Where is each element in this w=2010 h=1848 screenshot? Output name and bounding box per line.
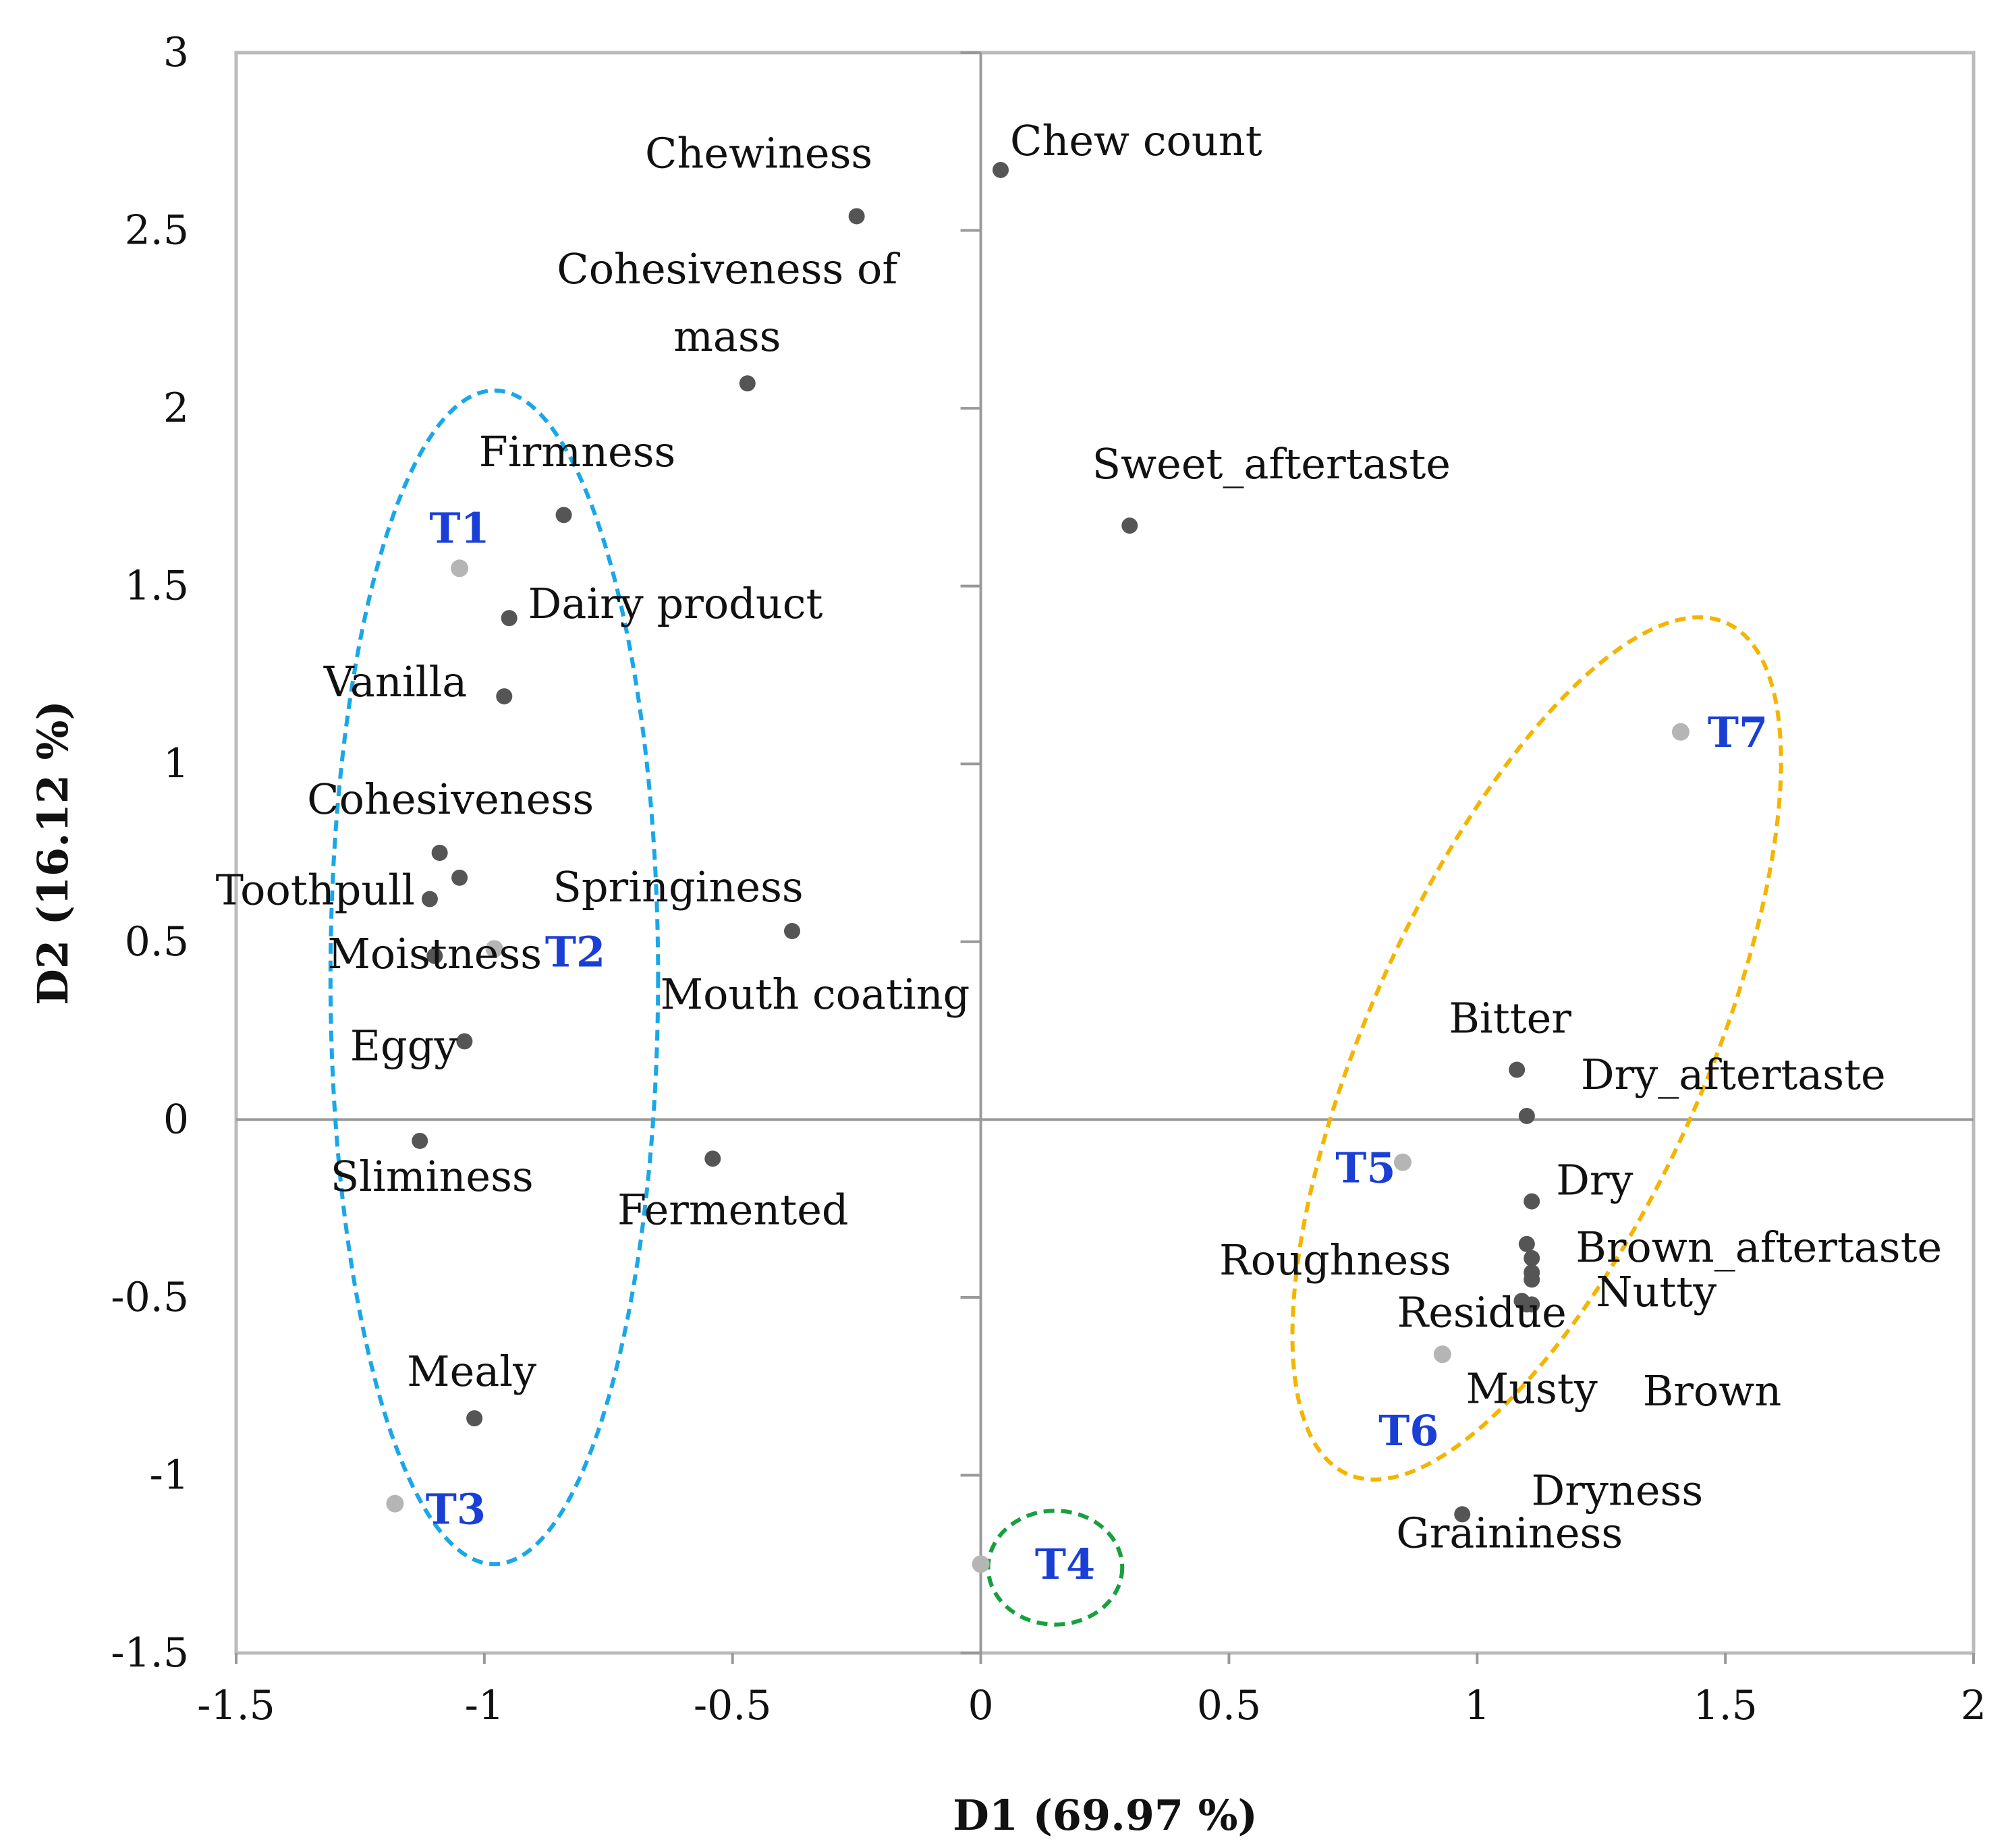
y-tick-label: -0.5 [111,1274,189,1321]
attribute-point [704,1150,721,1167]
attribute-point [1518,1296,1535,1313]
x-tick-label: 0.5 [1197,1682,1261,1729]
attribute-label: Mouth coating [661,970,970,1019]
product-point [485,940,503,958]
product-label: T2 [545,927,605,976]
y-tick-label: 1.5 [125,563,189,610]
attribute-point [993,161,1009,178]
attribute-point [1524,1193,1540,1210]
attribute-label: Toothpull [216,866,415,915]
attribute-label-line: Cohesiveness of [557,244,900,293]
x-tick-label: -1 [465,1682,504,1729]
y-axis-title: D2 (16.12 %) [28,700,78,1005]
attribute-point [1524,1250,1540,1266]
attribute-label: Dry [1556,1156,1633,1205]
attribute-label: Dryness [1532,1465,1704,1515]
attribute-label: Graininess [1396,1508,1623,1557]
attribute-label-line: mass [673,312,781,361]
attribute-label: Bitter [1449,994,1571,1043]
x-tick-label: -1.5 [197,1682,275,1729]
attribute-point [1509,1061,1526,1078]
attribute-point [784,922,800,939]
attribute-point [426,947,443,964]
product-label: T6 [1378,1406,1439,1455]
y-tick-label: 0.5 [125,918,189,965]
attribute-label: Dairy product [528,579,823,628]
attribute-label: Musty [1466,1364,1598,1413]
attribute-label: Fermented [617,1185,849,1234]
attribute-label: Moistness [327,929,542,978]
attribute-label: Residue [1397,1288,1567,1337]
cluster-ellipse-left [328,388,661,1567]
attribute-point [1518,1108,1535,1125]
product-point [386,1494,404,1513]
attribute-point [1121,517,1138,534]
attribute-point [848,208,865,225]
attribute-label: Vanilla [323,657,467,706]
attribute-label: Cohesiveness [307,775,594,824]
product-label: T3 [426,1485,486,1534]
attribute-point [555,507,572,524]
attribute-label: Roughness [1219,1235,1451,1285]
attribute-point [421,891,438,907]
attribute-label: Eggy [350,1021,458,1070]
attribute-point [466,1410,483,1427]
x-tick-label: 2 [1961,1682,1986,1729]
x-tick-label: -0.5 [694,1682,772,1729]
attribute-point [496,688,513,705]
attribute-point [1518,1235,1535,1252]
cluster-ellipse-right [1290,615,1783,1482]
x-axis-title: D1 (69.97 %) [953,1791,1258,1840]
attribute-label: Chewiness [645,128,872,177]
y-tick-label: 1 [163,740,189,787]
attribute-label: Brown [1643,1366,1782,1416]
y-tick-label: 2.5 [125,207,189,254]
y-tick-label: 3 [163,29,189,76]
product-point [972,1555,990,1573]
attribute-label: Firmness [479,427,676,476]
attribute-point [456,1033,473,1050]
y-tick-label: -1 [150,1451,189,1499]
product-point [1671,723,1690,741]
x-tick-label: 1 [1464,1682,1490,1729]
attribute-label: Sweet_aftertaste [1092,439,1451,488]
x-tick-label: 1.5 [1693,1682,1757,1729]
attribute-label: Sliminess [331,1152,534,1201]
attribute-point [431,845,448,861]
product-label: T4 [1035,1540,1095,1589]
product-point [451,559,469,578]
attribute-label: Brown_aftertaste [1575,1223,1942,1272]
x-tick-label: 0 [968,1682,993,1729]
attribute-label: Mealy [407,1347,536,1396]
y-tick-label: -1.5 [111,1629,189,1677]
y-tick-label: 0 [163,1096,189,1143]
attribute-point [451,869,468,886]
attribute-point [501,610,518,627]
attribute-label: Nutty [1596,1267,1716,1316]
attribute-point [1454,1506,1471,1523]
attribute-label: Dry_aftertaste [1581,1050,1886,1099]
attribute-label: Chew count [1010,116,1262,165]
product-point [1433,1345,1451,1364]
attribute-label: Cohesiveness of mass [557,244,900,361]
product-label: T1 [429,503,489,553]
product-label: T5 [1335,1144,1395,1193]
attribute-point [412,1132,428,1149]
product-point [1393,1153,1412,1171]
product-label: T7 [1708,708,1768,757]
attribute-point [739,375,756,392]
attribute-point [1524,1271,1540,1288]
plot-frame [234,51,1976,1655]
y-tick-label: 2 [163,385,189,432]
attribute-label: Springiness [553,862,803,912]
